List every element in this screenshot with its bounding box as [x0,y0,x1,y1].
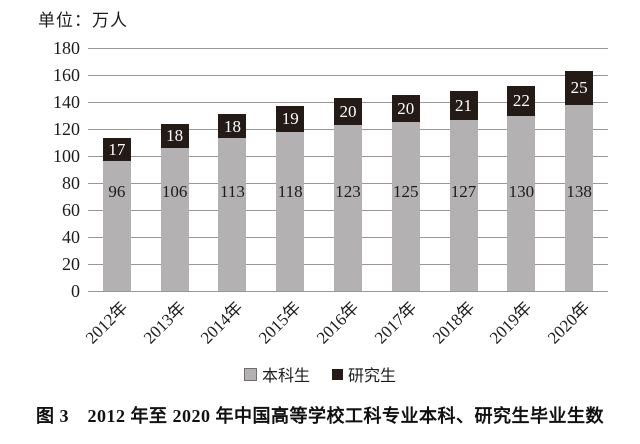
y-tick-label-140: 140 [53,92,80,112]
bar-2020年-本科生 [565,104,594,291]
legend-label-本科生: 本科生 [261,368,310,385]
x-tick-label-2016年: 2016年 [312,298,363,348]
x-tick-label-2014年: 2014年 [197,298,247,348]
bar-2016年-本科生 [334,124,362,291]
bar-value-2015年-本科生: 118 [277,182,303,201]
bar-2013年-本科生 [160,147,189,291]
y-tick-label-40: 40 [62,227,80,247]
x-tick-label-2020年: 2020年 [544,298,594,348]
bar-2018年-本科生 [449,119,478,291]
y-tick-label-60: 60 [62,200,80,220]
legend-item-研究生: 研究生 [332,362,396,386]
bar-value-2020年-本科生: 138 [566,182,592,201]
bar-2019年-研究生 [507,85,536,116]
bar-2013年-研究生 [160,123,189,148]
y-tick-label-20: 20 [62,254,80,274]
figure-caption: 图 3 2012 年至 2020 年中国高等学校工科专业本科、研究生毕业生数 [36,406,604,426]
legend-swatch-本科生 [243,367,257,381]
bar-value-2012年-研究生: 17 [108,140,126,160]
bar-2014年-研究生 [218,114,247,139]
bar-value-2016年-研究生: 20 [339,101,357,121]
y-tick-label-100: 100 [53,146,80,166]
x-tick-label-2012年: 2012年 [81,298,132,348]
bar-2012年-本科生 [102,161,131,291]
bar-value-2017年-本科生: 125 [393,182,419,201]
bar-value-2018年-研究生: 21 [455,95,473,115]
bar-value-2014年-研究生: 18 [223,116,241,136]
legend-item-本科生: 本科生 [243,362,310,386]
bar-2015年-本科生 [276,131,305,291]
x-tick-label-2019年: 2019年 [486,298,536,348]
gridline-0 [88,290,608,292]
bar-2016年-研究生 [334,97,362,125]
legend-label-研究生: 研究生 [348,368,397,385]
bar-value-2012年-本科生: 96 [108,182,126,201]
y-tick-label-160: 160 [53,65,80,85]
y-axis-labels: 180 160 140 120 100 80 60 40 20 0 [0,38,80,301]
plot-area: 96 17 2012年 106 18 2013年 113 18 2014年 118 19 2015年 1… [82,47,608,347]
gridline-180 [88,47,608,49]
x-tick-label-2013年: 2013年 [139,298,190,348]
bar-value-2015年-研究生: 19 [281,109,299,129]
bar-value-2019年-研究生: 22 [512,91,530,111]
bar-value-2020年-研究生: 25 [570,78,588,98]
y-tick-label-180: 180 [53,38,80,58]
y-tick-label-0: 0 [71,281,80,301]
bar-value-2018年-本科生: 127 [450,182,477,201]
bar-2012年-研究生 [102,138,131,162]
bar-value-2014年-本科生: 113 [220,182,245,201]
x-tick-label-2015年: 2015年 [255,298,305,348]
bar-2014年-本科生 [218,138,247,291]
bar-value-2016年-本科生: 123 [335,182,361,201]
bar-2019年-本科生 [507,115,536,291]
y-tick-label-120: 120 [53,119,80,139]
gridline-160 [88,74,608,76]
bar-2017年-本科生 [391,122,420,291]
bar-value-2013年-本科生: 106 [161,182,188,201]
bar-value-2017年-研究生: 20 [397,99,415,119]
bar-2017年-研究生 [391,95,420,123]
unit-label: 单位：万人 [38,11,128,30]
legend-swatch-研究生 [332,368,343,380]
bar-value-2019年-本科生: 130 [508,182,535,201]
bar-2015年-研究生 [276,106,305,132]
x-tick-label-2017年: 2017年 [370,298,421,348]
y-tick-label-80: 80 [62,173,80,193]
x-tick-label-2018年: 2018年 [428,298,478,348]
bar-value-2013年-研究生: 18 [166,126,184,146]
bar-2018年-研究生 [449,91,478,120]
bar-2020年-研究生 [565,70,594,105]
legend: 本科生 研究生 [0,362,640,386]
